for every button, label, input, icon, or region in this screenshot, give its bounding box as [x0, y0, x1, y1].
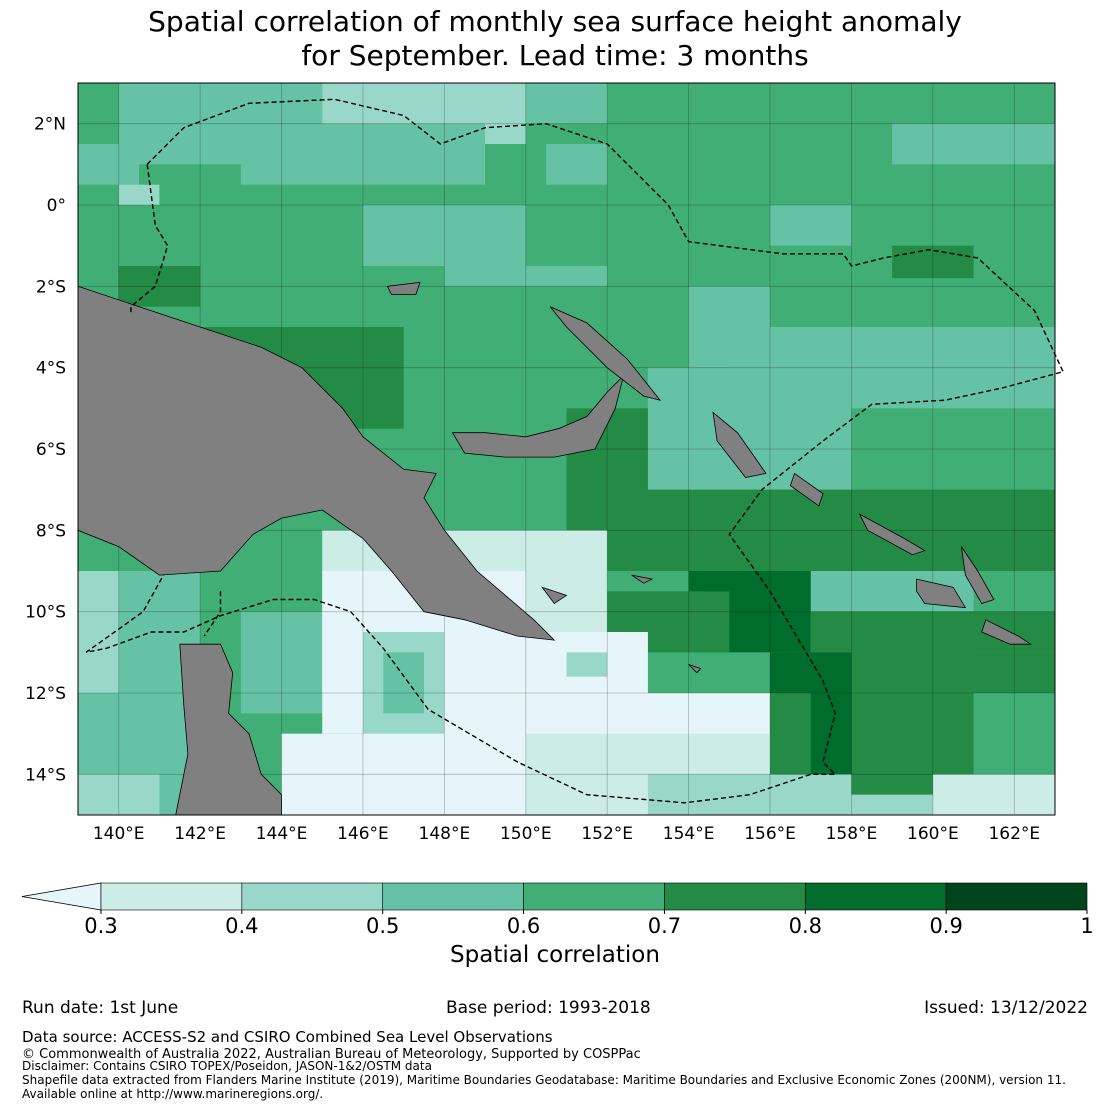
lon-label: 144°E — [256, 824, 308, 844]
eez-boundary-line — [85, 98, 1065, 804]
run-date: Run date: 1st June — [22, 998, 179, 1018]
colorbar-tick-label: 0.7 — [648, 914, 681, 938]
colorbar-tick-label: 0.3 — [84, 914, 117, 938]
correlation-cell — [118, 184, 160, 205]
correlation-cell — [240, 123, 486, 185]
lon-label: 148°E — [419, 824, 471, 844]
land-new-ireland — [549, 306, 662, 401]
correlation-cell — [78, 571, 119, 693]
land-new-guinea — [77, 285, 556, 641]
land-areas — [77, 281, 1032, 816]
lon-label: 158°E — [826, 824, 878, 844]
correlation-cell — [932, 327, 1055, 368]
eez-boundaries — [85, 98, 1065, 804]
correlation-cell — [485, 632, 648, 734]
correlation-map: 2°N 0° 2°S 4°S 6°S 8°S 10°S 12°S 14°S 140°E 142°E… — [25, 82, 1065, 844]
correlation-cell — [546, 144, 608, 185]
correlation-cell — [810, 611, 1055, 653]
eez-boundary-line — [130, 164, 169, 315]
colorbar-tick-label: 0.9 — [929, 914, 962, 938]
map-title: Spatial correlation of monthly sea surfa… — [0, 5, 1110, 73]
lon-label: 150°E — [500, 824, 552, 844]
land-rossel — [688, 664, 702, 674]
colorbar-tick-label: 0.4 — [225, 914, 258, 938]
lon-label: 160°E — [907, 824, 959, 844]
land-santa-isabel — [858, 513, 926, 556]
lon-label: 142°E — [174, 824, 226, 844]
base-period: Base period: 1993-2018 — [446, 998, 651, 1018]
colorbar-bin — [100, 882, 243, 911]
lat-label: 8°S — [36, 521, 66, 541]
correlation-cell — [525, 83, 608, 124]
correlation-cell — [78, 774, 160, 815]
colorbar-bin — [382, 882, 524, 911]
correlation-cell — [362, 205, 526, 266]
colorbar-tick-label: 0.6 — [507, 914, 540, 938]
land-choiseul — [789, 472, 824, 507]
copyright: © Commonwealth of Australia 2022, Austra… — [22, 1047, 641, 1062]
longitude-labels: 140°E 142°E 144°E 146°E 148°E 150°E 152°E 154°E… — [93, 824, 1040, 844]
lat-label: 14°S — [25, 765, 66, 785]
lon-label: 146°E — [337, 824, 389, 844]
data-source: Data source: ACCESS-S2 and CSIRO Combine… — [22, 1028, 553, 1046]
lat-label: 0° — [47, 196, 66, 216]
lon-label: 156°E — [744, 824, 796, 844]
lat-label: 2°S — [36, 277, 66, 297]
lat-label: 4°S — [36, 359, 66, 379]
lon-label: 154°E — [663, 824, 715, 844]
colorbar-bin — [945, 882, 1088, 911]
correlation-cell — [892, 245, 974, 279]
title-line-2: for September. Lead time: 3 months — [301, 39, 809, 72]
latitude-labels: 2°N 0° 2°S 4°S 6°S 8°S 10°S 12°S 14°S — [25, 115, 66, 786]
lat-label: 6°S — [36, 440, 66, 460]
correlation-cell — [566, 652, 608, 677]
colorbar-tick-label: 1 — [1080, 914, 1093, 938]
colorbar-tick-label: 0.5 — [366, 914, 399, 938]
correlation-cell — [770, 205, 852, 246]
land-makira — [981, 619, 1032, 645]
colorbar-tick-label: 0.8 — [789, 914, 822, 938]
lon-label: 162°E — [988, 824, 1040, 844]
map-frame — [77, 82, 1056, 816]
land-bougainville — [712, 411, 767, 478]
land-guadalcanal — [916, 578, 967, 609]
correlation-cell — [973, 693, 1055, 775]
correlation-cell — [932, 774, 1055, 815]
colorbar-bin — [523, 882, 665, 911]
correlation-cell — [892, 123, 1055, 165]
colorbar-extend-arrow — [21, 882, 102, 911]
colorbar-bin — [804, 882, 947, 911]
land-manus — [386, 281, 421, 295]
correlation-cell — [281, 733, 486, 815]
correlation-cell — [444, 266, 608, 287]
eez-boundary-line — [203, 591, 222, 637]
land-malaita — [961, 546, 995, 604]
disclaimer: Disclaimer: Contains CSIRO TOPEX/Poseido… — [22, 1059, 432, 1073]
title-line-1: Spatial correlation of monthly sea surfa… — [148, 5, 962, 38]
lat-label: 2°N — [34, 115, 66, 135]
correlation-cell — [78, 144, 140, 185]
correlation-cell — [383, 652, 425, 714]
lat-label: 10°S — [25, 603, 66, 623]
correlation-field — [78, 83, 1055, 815]
land-woodlark — [631, 574, 654, 584]
colorbar-bin — [664, 882, 806, 911]
colorbar-bin — [241, 882, 384, 911]
issued-date: Issued: 13/12/2022 — [924, 998, 1088, 1018]
marineregions-link: Available online at http://www.marinereg… — [22, 1087, 324, 1101]
land-cape-york — [175, 643, 282, 816]
colorbar-label: Spatial correlation — [450, 942, 660, 968]
land-fergusson — [541, 586, 568, 605]
lat-label: 12°S — [25, 684, 66, 704]
lon-label: 140°E — [93, 824, 145, 844]
lon-label: 152°E — [581, 824, 633, 844]
shapefile-credit: Shapefile data extracted from Flanders M… — [22, 1073, 1066, 1087]
correlation-cell — [973, 530, 1055, 571]
